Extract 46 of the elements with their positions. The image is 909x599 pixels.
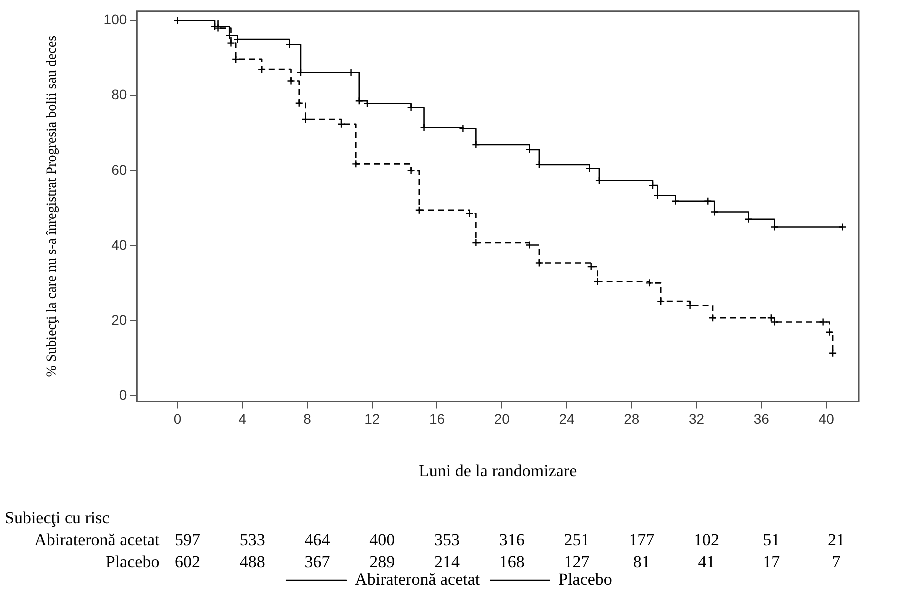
- text: 168: [499, 552, 525, 572]
- text: 597: [174, 530, 201, 550]
- y-tick-label: 80: [112, 86, 128, 103]
- y-tick-label: 40: [112, 236, 128, 253]
- text: 353: [434, 530, 460, 550]
- text: 289: [370, 552, 396, 572]
- text: 367: [304, 552, 331, 572]
- text: Abirateronă acetat: [34, 530, 160, 550]
- legend-label: Placebo: [558, 570, 612, 589]
- x-tick-label: 20: [494, 411, 510, 428]
- x-tick-label: 8: [304, 411, 312, 428]
- x-tick-label: 16: [429, 411, 446, 428]
- text: 214: [434, 552, 460, 572]
- text: 488: [240, 552, 266, 572]
- text: 316: [499, 530, 525, 550]
- y-tick-label: 20: [112, 312, 128, 328]
- y-tick-label: 0: [119, 387, 128, 404]
- text: 251: [564, 530, 590, 550]
- y-tick-label: 60: [112, 162, 128, 178]
- x-tick-label: 24: [559, 411, 576, 428]
- text: 127: [564, 552, 590, 572]
- x-tick-label: 4: [238, 411, 247, 428]
- text: 17: [763, 552, 781, 572]
- y-axis-title: % Subiecţi la care nu s-a înregistrat Progresia bolii sau deces: [45, 36, 60, 378]
- x-tick-label: 40: [818, 411, 835, 428]
- text: 51: [763, 530, 780, 550]
- text: 533: [240, 530, 266, 550]
- x-axis-title: Luni de la randomizare: [419, 461, 578, 480]
- text: 41: [698, 552, 716, 572]
- x-tick-label: 0: [174, 411, 182, 428]
- x-tick-label: 36: [754, 411, 770, 428]
- legend-label: Abirateronă acetat: [355, 570, 480, 589]
- text: 602: [174, 552, 200, 572]
- text: 21: [828, 530, 846, 550]
- x-tick-label: 12: [364, 411, 380, 428]
- text: 177: [629, 530, 656, 550]
- text: 464: [304, 530, 331, 550]
- text: 81: [633, 552, 650, 572]
- text: Subiecţi cu risc: [5, 508, 110, 528]
- text: Placebo: [106, 552, 160, 572]
- y-tick-label: 100: [104, 12, 128, 28]
- text: 102: [694, 530, 720, 550]
- text: 400: [370, 530, 396, 550]
- x-tick-label: 32: [689, 411, 705, 428]
- text: 7: [832, 552, 842, 572]
- x-tick-label: 28: [624, 411, 640, 428]
